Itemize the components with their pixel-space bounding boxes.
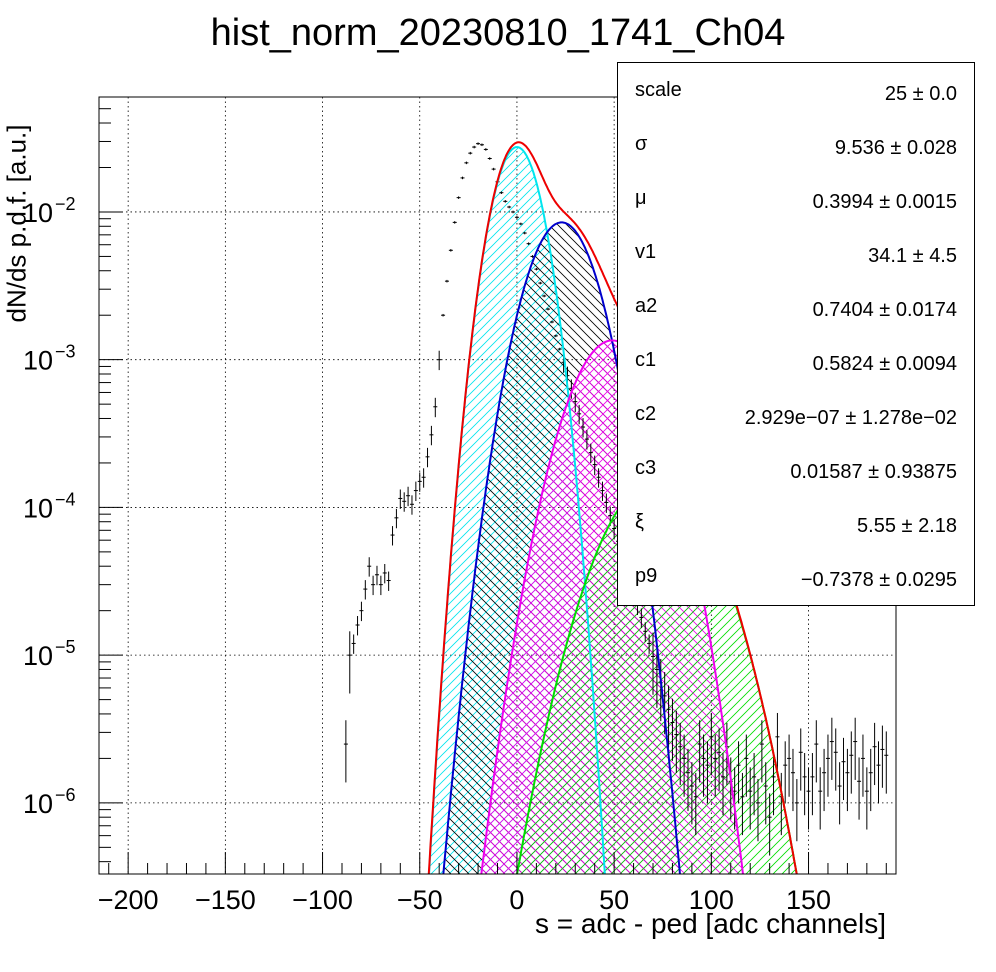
x-tick-label: −50 bbox=[397, 885, 443, 915]
stats-key: ξ bbox=[635, 511, 644, 533]
x-tick-label: 0 bbox=[509, 885, 524, 915]
component-curve bbox=[480, 339, 744, 874]
y-tick-label: 10 bbox=[23, 641, 53, 671]
x-tick-label: −150 bbox=[195, 885, 256, 915]
x-tick-label: −100 bbox=[292, 885, 353, 915]
stats-value: 2.929e−07 ± 1.278e−02 bbox=[744, 407, 957, 429]
chart-title: hist_norm_20230810_1741_Ch04 bbox=[210, 12, 786, 54]
y-tick-exponent: −6 bbox=[55, 785, 76, 805]
x-tick-label: 100 bbox=[689, 885, 734, 915]
stats-value: 25 ± 0.0 bbox=[884, 83, 957, 105]
stats-key: v1 bbox=[635, 241, 657, 263]
y-tick-exponent: −3 bbox=[55, 342, 76, 362]
y-tick-exponent: −4 bbox=[55, 489, 76, 509]
stats-key: σ bbox=[635, 133, 648, 155]
y-axis-label: dN/ds p.d.f. [a.u.] bbox=[1, 124, 32, 323]
stats-row: p9 −0.7378 ± 0.0295 bbox=[618, 549, 974, 603]
stats-key: c3 bbox=[635, 457, 657, 479]
stats-value: 5.55 ± 2.18 bbox=[857, 515, 957, 537]
y-tick-label: 10 bbox=[23, 346, 53, 376]
stats-row: a2 0.7404 ± 0.0174 bbox=[618, 279, 974, 333]
stats-row: scale 25 ± 0.0 bbox=[618, 63, 974, 117]
stats-row: c1 0.5824 ± 0.0094 bbox=[618, 333, 974, 387]
stats-key: a2 bbox=[635, 295, 658, 317]
x-tick-label: −200 bbox=[98, 885, 159, 915]
stats-row: σ 9.536 ± 0.028 bbox=[618, 117, 974, 171]
stats-value: 0.3994 ± 0.0015 bbox=[812, 191, 957, 213]
axis-ticks: −200 −150 −100 −50 0 50 100 15010−210−310−410−5… bbox=[23, 96, 887, 915]
fit-stats-box: scale 25 ± 0.0 σ 9.536 ± 0.028 μ 0.3994 ± 0.0… bbox=[617, 62, 975, 606]
data-points bbox=[343, 142, 889, 856]
stats-value: −0.7378 ± 0.0295 bbox=[800, 569, 957, 591]
stats-value: 0.01587 ± 0.93875 bbox=[790, 461, 957, 483]
stats-row: c2 2.929e−07 ± 1.278e−02 bbox=[618, 387, 974, 441]
stats-row: ξ 5.55 ± 2.18 bbox=[618, 495, 974, 549]
y-tick-exponent: −5 bbox=[55, 637, 76, 657]
stats-value: 9.536 ± 0.028 bbox=[834, 137, 957, 159]
y-tick-label: 10 bbox=[23, 789, 53, 819]
stats-value: 0.7404 ± 0.0174 bbox=[812, 299, 957, 321]
x-axis-label: s = adc - ped [adc channels] bbox=[535, 908, 886, 939]
stats-key: c1 bbox=[635, 349, 657, 371]
stats-row: c3 0.01587 ± 0.93875 bbox=[618, 441, 974, 495]
component-curve bbox=[442, 221, 681, 874]
stats-key: p9 bbox=[635, 565, 658, 587]
stats-key: μ bbox=[635, 187, 647, 209]
x-tick-label: 150 bbox=[786, 885, 831, 915]
stats-value: 34.1 ± 4.5 bbox=[868, 245, 957, 267]
stats-value: 0.5824 ± 0.0094 bbox=[812, 353, 957, 375]
stats-row: v1 34.1 ± 4.5 bbox=[618, 225, 974, 279]
x-tick-label: 50 bbox=[599, 885, 629, 915]
stats-key: scale bbox=[635, 79, 682, 101]
y-tick-label: 10 bbox=[23, 198, 53, 228]
y-tick-label: 10 bbox=[23, 493, 53, 523]
y-tick-exponent: −2 bbox=[55, 194, 76, 214]
stats-row: μ 0.3994 ± 0.0015 bbox=[618, 171, 974, 225]
stats-key: c2 bbox=[635, 403, 657, 425]
